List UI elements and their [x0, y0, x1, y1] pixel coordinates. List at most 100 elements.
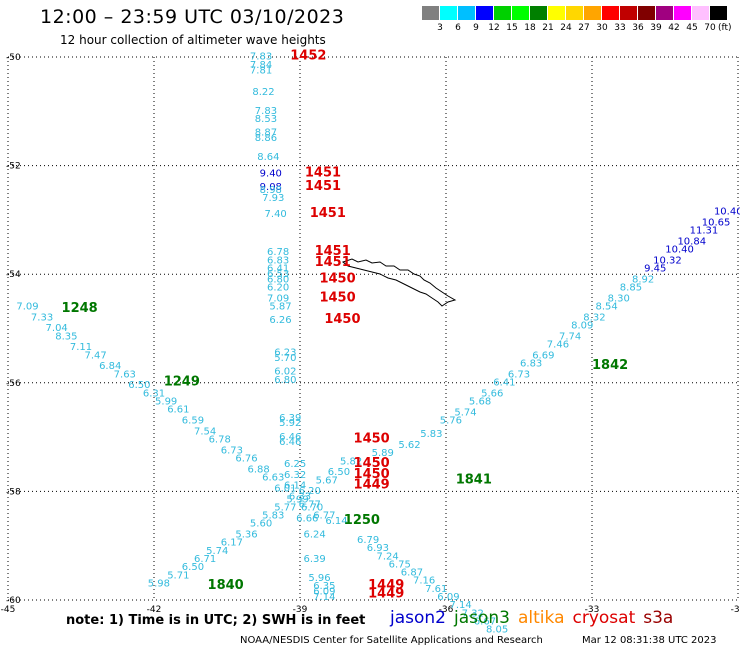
swh-value-label: 6.71 [194, 554, 216, 565]
legend-swatch [440, 6, 457, 20]
swh-value-label: 10.84 [677, 236, 706, 247]
swh-value-label: 7.83 [250, 52, 272, 63]
swh-value-label: 10.40 [714, 206, 740, 217]
swh-value-label: 6.31 [143, 388, 165, 399]
swh-value-label: 6.84 [99, 361, 121, 372]
swh-value-label: 5.66 [481, 388, 503, 399]
swh-value-label: 6.69 [532, 350, 554, 361]
legend-label: 6 [455, 23, 461, 33]
lon-tick-label: -39 [293, 605, 308, 615]
swh-value-label: 6.41 [493, 378, 515, 389]
swh-value-label: 5.36 [235, 530, 257, 541]
swh-value-label: 5.83 [420, 429, 442, 440]
swh-value-label: 10.40 [665, 244, 694, 255]
legend-label: 12 [488, 23, 500, 33]
legend-swatch [692, 6, 709, 20]
legend-label: 70 [704, 23, 716, 33]
coastline-path [341, 258, 457, 307]
legend-label: 21 [542, 23, 554, 33]
swh-value-label: 7.24 [376, 551, 398, 562]
swh-value-label: 6.78 [267, 247, 289, 258]
legend-swatch [422, 6, 439, 20]
swh-value-label: 5.62 [398, 440, 420, 451]
swh-value-label: 8.64 [257, 152, 279, 163]
pass-time-label: 1250 [344, 513, 380, 528]
satellite-label-cryosat: cryosat [572, 608, 636, 628]
legend-label: 27 [578, 23, 590, 33]
swh-value-label: 7.40 [265, 209, 287, 220]
legend-swatch [638, 6, 655, 20]
swh-value-label: 7.32 [462, 608, 484, 619]
pass-time-label: 1451 [305, 179, 341, 194]
swh-value-label: 6.76 [235, 454, 257, 465]
satellite-label-jason3: jason3 [454, 608, 510, 628]
swh-value-label: 8.87 [255, 128, 277, 139]
pass-time-label: 1452 [290, 49, 326, 64]
swh-value-label: 6.17 [221, 538, 243, 549]
swh-value-label: 6.50 [128, 380, 150, 391]
satellite-label-jason2: jason2 [390, 608, 446, 628]
pass-time-label: 1248 [62, 301, 98, 316]
swh-value-label: 6.46 [279, 432, 301, 443]
swh-value-label: 6.63 [262, 473, 284, 484]
swh-value-label: 5.71 [167, 570, 189, 581]
swh-value-label: 6.59 [182, 416, 204, 427]
swh-value-label: 5.82 [340, 456, 362, 467]
pass-time-label: 1451 [305, 165, 341, 180]
swh-value-label: 6.14 [325, 516, 347, 527]
swh-value-label: 7.47 [84, 350, 106, 361]
pass-time-label: 1450 [319, 290, 355, 305]
swh-value-label: 5.99 [286, 494, 308, 505]
swh-value-label: 7.81 [250, 65, 272, 76]
swh-value-label: 6.78 [209, 435, 231, 446]
swh-value-label: 6.75 [389, 559, 411, 570]
swh-value-label: 6.20 [299, 486, 321, 497]
legend-label: 45 [686, 23, 698, 33]
pass-time-label: 1249 [164, 375, 200, 390]
swh-value-label: 5.83 [262, 511, 284, 522]
swh-value-label: 6.83 [520, 359, 542, 370]
legend-label: 3 [437, 23, 443, 33]
legend-swatch [512, 6, 529, 20]
swh-value-label: 8.30 [608, 293, 630, 304]
swh-value-label: 10.32 [653, 255, 682, 266]
swh-value-label: 6.25 [284, 459, 306, 470]
swh-value-label: 6.80 [274, 375, 296, 386]
swh-value-label: 8.22 [252, 87, 274, 98]
swh-value-label: 8.09 [571, 321, 593, 332]
swh-value-label: 8.35 [55, 331, 77, 342]
swh-value-label: 6.87 [401, 568, 423, 579]
swh-value-label: 6.77 [313, 511, 335, 522]
swh-value-label: 6.73 [508, 369, 530, 380]
satellite-legend: jason2 jason3 altika cryosat s3a [390, 608, 681, 628]
legend-label: 36 [632, 23, 644, 33]
south-georgia-coastline [341, 258, 457, 307]
swh-value-label: 9.45 [644, 263, 666, 274]
lat-lon-grid: -45 -42 -39 -36 -33 -30 -50 -52 -54 -56 -58 -60 [1, 53, 740, 615]
swh-value-label: 7.16 [413, 576, 435, 587]
swh-value-label: 7.93 [262, 193, 284, 204]
legend-swatch [530, 6, 547, 20]
swh-value-label: 9.08 [260, 182, 282, 193]
pass-time-label: 1451 [315, 244, 351, 259]
pass-time-label: 1450 [354, 467, 390, 482]
swh-value-label: 7.63 [114, 369, 136, 380]
legend-swatch [710, 6, 727, 20]
swh-value-label: 6.93 [367, 543, 389, 554]
swh-value-label: 6.32 [284, 470, 306, 481]
credit-line: NOAA/NESDIS Center for Satellite Applica… [240, 635, 543, 646]
swh-value-label: 7.09 [267, 293, 289, 304]
swh-value-label: 8.53 [255, 114, 277, 125]
legend-swatch [566, 6, 583, 20]
swh-value-label: 8.05 [486, 625, 508, 636]
legend-unit: (ft) [718, 23, 732, 33]
pass-time-label: 1449 [368, 586, 404, 601]
swh-value-label: 9.40 [260, 168, 282, 179]
legend-label: 24 [560, 23, 572, 33]
swh-value-label: 5.98 [148, 578, 170, 589]
swh-value-label: 5.68 [469, 397, 491, 408]
map-subtitle: 12 hour collection of altimeter wave hei… [60, 33, 326, 47]
swh-value-label: 7.33 [31, 312, 53, 323]
swh-value-label: 5.74 [454, 407, 476, 418]
swh-value-label: 6.61 [167, 405, 189, 416]
